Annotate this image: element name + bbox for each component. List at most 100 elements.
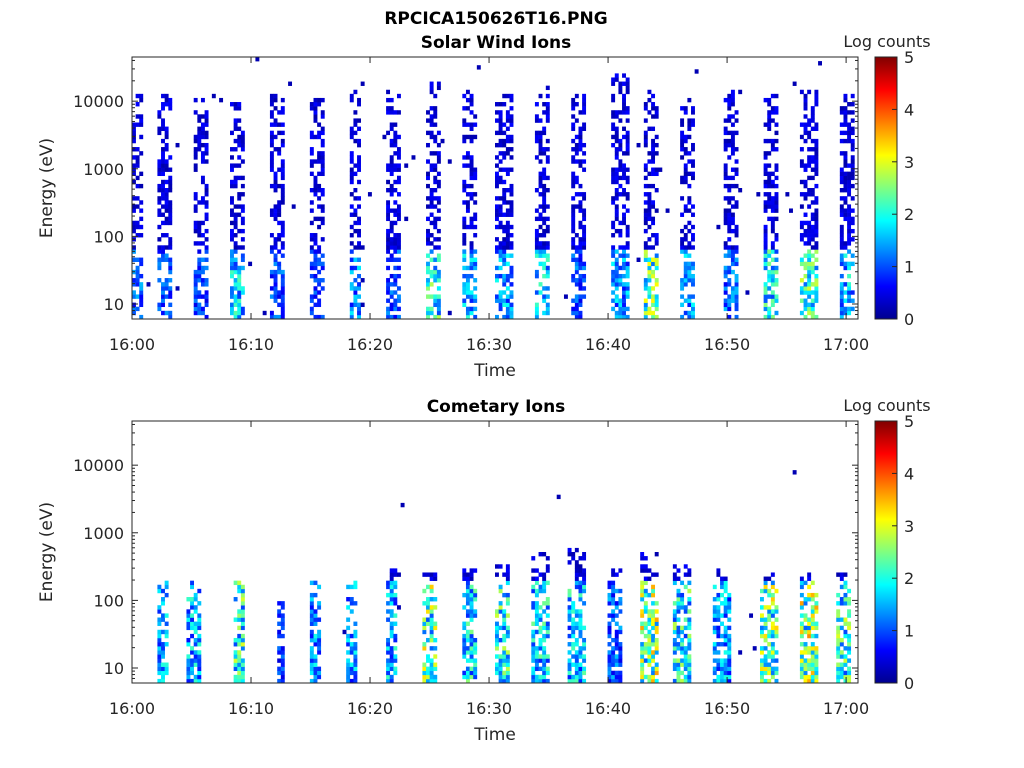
heatmap-cell	[534, 601, 539, 606]
heatmap-cell	[429, 621, 434, 626]
heatmap-cell	[810, 674, 815, 680]
heatmap-cell	[469, 629, 474, 635]
heatmap-cell	[720, 642, 724, 647]
heatmap-cell	[763, 233, 768, 238]
heatmap-cell	[240, 147, 245, 152]
heatmap-cell	[839, 576, 844, 581]
heatmap-cell	[723, 302, 728, 308]
heatmap-cell	[233, 666, 238, 672]
heatmap-cell	[618, 298, 623, 303]
heatmap-cell	[157, 224, 162, 230]
heatmap-cell	[157, 642, 162, 647]
heatmap-cell	[534, 134, 539, 140]
heatmap-cell	[643, 245, 648, 250]
heatmap-cell	[429, 605, 434, 610]
heatmap-cell	[578, 572, 583, 577]
heatmap-cell	[240, 175, 245, 181]
heatmap-cell	[607, 621, 612, 626]
heatmap-cell	[357, 241, 361, 246]
heatmap-cell	[720, 666, 724, 672]
heatmap-cell	[505, 171, 510, 177]
heatmap-cell	[810, 245, 815, 250]
heatmap-cell	[193, 163, 198, 168]
heatmap-cell	[651, 167, 656, 172]
heatmap-cell	[578, 584, 583, 590]
heatmap-cell	[353, 130, 358, 136]
heatmap-cell	[353, 212, 358, 217]
heatmap-cell	[433, 269, 438, 275]
heatmap-cell	[204, 159, 209, 164]
heatmap-cell	[433, 666, 438, 672]
heatmap-cell	[505, 220, 510, 226]
heatmap-cell	[622, 265, 626, 271]
heatmap-cell	[578, 609, 583, 614]
heatmap-cell	[799, 601, 804, 606]
heatmap-cell	[204, 188, 209, 193]
heatmap-cell	[767, 576, 772, 581]
heatmap-cell	[317, 278, 322, 283]
heatmap-cell	[393, 151, 398, 156]
heatmap-cell	[389, 306, 394, 312]
heatmap-cell	[647, 192, 652, 197]
heatmap-cell	[538, 666, 543, 672]
heatmap-cell	[132, 278, 136, 283]
heatmap-cell	[161, 233, 165, 238]
heatmap-cell	[640, 621, 645, 626]
heatmap-cell	[810, 306, 815, 312]
heatmap-cell	[426, 584, 430, 590]
heatmap-cell	[622, 126, 626, 131]
heatmap-cell	[625, 81, 630, 86]
heatmap-cell	[233, 224, 238, 230]
heatmap-cell	[462, 233, 467, 238]
heatmap-cell	[720, 584, 724, 590]
heatmap-cell	[534, 650, 539, 655]
heatmap-cell	[465, 204, 470, 209]
heatmap-cell	[462, 290, 467, 295]
heatmap-cell	[647, 97, 652, 103]
heatmap-cell	[582, 237, 587, 242]
heatmap-cell	[197, 273, 202, 279]
x-tick-label: 16:50	[704, 699, 750, 718]
heatmap-cell	[389, 646, 394, 651]
heatmap-cell	[135, 147, 140, 152]
heatmap-cell	[132, 302, 136, 308]
heatmap-cell	[237, 314, 242, 320]
heatmap-cell	[676, 629, 681, 635]
heatmap-cell	[730, 212, 735, 217]
heatmap-cell	[313, 294, 318, 299]
heatmap-cell	[313, 114, 318, 119]
heatmap-cell	[469, 175, 474, 181]
heatmap-cell	[190, 633, 195, 639]
heatmap-cell	[542, 609, 547, 614]
heatmap-cell	[810, 310, 815, 316]
colorbar-tick-label: 1	[904, 622, 914, 641]
heatmap-cell	[716, 674, 721, 680]
heatmap-cell	[582, 588, 587, 594]
heatmap-cell	[614, 208, 619, 213]
heatmap-cell	[582, 265, 587, 271]
heatmap-cell	[313, 666, 318, 672]
heatmap-cell	[687, 637, 692, 643]
heatmap-cell	[614, 588, 619, 594]
heatmap-cell	[614, 298, 619, 303]
heatmap-cell	[647, 265, 652, 271]
heatmap-cell	[313, 613, 318, 618]
heatmap-cell	[353, 298, 358, 303]
heatmap-cell	[426, 216, 430, 222]
heatmap-cell	[469, 613, 474, 618]
heatmap-cell	[157, 621, 162, 626]
heatmap-cell	[847, 188, 852, 193]
heatmap-cell	[716, 568, 721, 573]
heatmap-cell	[473, 646, 478, 651]
heatmap-cell	[393, 134, 398, 140]
heatmap-cell	[505, 278, 510, 283]
heatmap-cell	[386, 282, 391, 287]
heatmap-cell	[571, 654, 576, 659]
heatmap-cell	[200, 122, 205, 127]
heatmap-cell	[814, 654, 819, 659]
heatmap-cell	[280, 138, 285, 144]
heatmap-cell	[651, 642, 656, 647]
heatmap-cell	[309, 249, 314, 254]
heatmap-cell	[582, 552, 587, 557]
